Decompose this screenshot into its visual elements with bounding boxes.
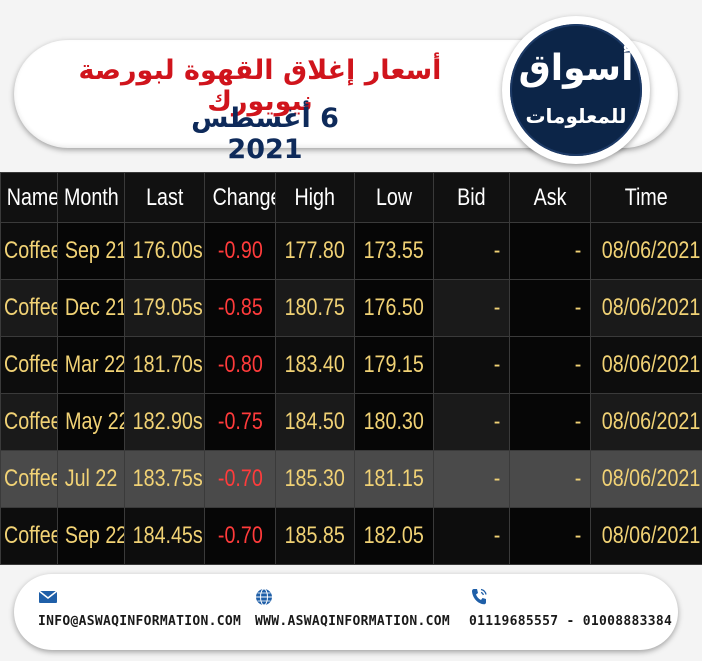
cell-time: 08/06/2021 xyxy=(590,393,702,451)
column-header-ask: Ask xyxy=(509,172,591,223)
cell-change: -0.90 xyxy=(204,222,276,280)
globe-icon xyxy=(256,588,272,606)
cell-last: 184.45s xyxy=(124,507,205,565)
price-table-panel: Name Month Last Change High Low Bid Ask … xyxy=(0,172,702,565)
table-row-highlighted: Coffee Jul 22 183.75s -0.70 185.30 181.1… xyxy=(0,450,702,508)
cell-time: 08/06/2021 xyxy=(590,450,702,508)
column-header-change: Change xyxy=(204,172,276,223)
cell-last: 182.90s xyxy=(124,393,205,451)
cell-time: 08/06/2021 xyxy=(590,279,702,337)
table-row: Coffee Sep 22 184.45s -0.70 185.85 182.0… xyxy=(0,507,702,565)
cell-bid: - xyxy=(433,393,510,451)
cell-high: 183.40 xyxy=(275,336,355,394)
cell-last: 176.00s xyxy=(124,222,205,280)
phone-numbers[interactable]: 01119685557 - 01008883384 xyxy=(469,614,673,629)
cell-ask: - xyxy=(509,279,591,337)
page-title: أسعار إغلاق القهوة لبورصة نيويورك xyxy=(78,55,442,117)
cell-high: 185.30 xyxy=(275,450,355,508)
cell-bid: - xyxy=(433,279,510,337)
cell-time: 08/06/2021 xyxy=(590,507,702,565)
cell-time: 08/06/2021 xyxy=(590,336,702,394)
cell-change: -0.75 xyxy=(204,393,276,451)
cell-change: -0.80 xyxy=(204,336,276,394)
logo-sub-text: للمعلومات xyxy=(525,104,627,128)
cell-ask: - xyxy=(509,336,591,394)
column-header-high: High xyxy=(275,172,355,223)
table-body: Coffee Sep 21 176.00s -0.90 177.80 173.5… xyxy=(0,222,702,565)
table-row: Coffee Dec 21 179.05s -0.85 180.75 176.5… xyxy=(0,279,702,337)
cell-low: 173.55 xyxy=(354,222,434,280)
column-header-name: Name xyxy=(0,172,58,223)
page-date: 6 أغسطس 2021 xyxy=(191,103,339,165)
cell-high: 185.85 xyxy=(275,507,355,565)
table-row: Coffee Mar 22 181.70s -0.80 183.40 179.1… xyxy=(0,336,702,394)
price-table: Name Month Last Change High Low Bid Ask … xyxy=(0,172,702,565)
cell-high: 180.75 xyxy=(275,279,355,337)
logo: أسواق للمعلومات xyxy=(510,24,642,156)
cell-bid: - xyxy=(433,222,510,280)
column-header-time: Time xyxy=(590,172,702,223)
cell-name: Coffee xyxy=(0,450,58,508)
table-row: Coffee May 22 182.90s -0.75 184.50 180.3… xyxy=(0,393,702,451)
cell-month: Dec 21 xyxy=(57,279,125,337)
phone-icon xyxy=(471,588,487,605)
cell-high: 177.80 xyxy=(275,222,355,280)
column-header-bid: Bid xyxy=(433,172,510,223)
cell-change: -0.85 xyxy=(204,279,276,337)
cell-ask: - xyxy=(509,222,591,280)
table-row: Coffee Sep 21 176.00s -0.90 177.80 173.5… xyxy=(0,222,702,280)
cell-ask: - xyxy=(509,450,591,508)
cell-month: May 22 xyxy=(57,393,125,451)
cell-month: Sep 21 xyxy=(57,222,125,280)
website-link[interactable]: WWW.ASWAQINFORMATION.COM xyxy=(255,614,451,629)
column-header-month: Month xyxy=(57,172,125,223)
cell-high: 184.50 xyxy=(275,393,355,451)
cell-ask: - xyxy=(509,507,591,565)
cell-name: Coffee xyxy=(0,222,58,280)
cell-ask: - xyxy=(509,393,591,451)
cell-name: Coffee xyxy=(0,336,58,394)
cell-last: 181.70s xyxy=(124,336,205,394)
cell-bid: - xyxy=(433,507,510,565)
cell-last: 183.75s xyxy=(124,450,205,508)
table-header-row: Name Month Last Change High Low Bid Ask … xyxy=(0,172,702,223)
column-header-low: Low xyxy=(354,172,434,223)
cell-low: 176.50 xyxy=(354,279,434,337)
logo-main-text: أسواق xyxy=(518,48,634,89)
cell-bid: - xyxy=(433,450,510,508)
cell-name: Coffee xyxy=(0,507,58,565)
cell-last: 179.05s xyxy=(124,279,205,337)
cell-month: Mar 22 xyxy=(57,336,125,394)
cell-change: -0.70 xyxy=(204,507,276,565)
cell-low: 180.30 xyxy=(354,393,434,451)
cell-low: 179.15 xyxy=(354,336,434,394)
column-header-last: Last xyxy=(124,172,205,223)
footer-contact-bar xyxy=(14,574,678,650)
cell-low: 181.15 xyxy=(354,450,434,508)
cell-time: 08/06/2021 xyxy=(590,222,702,280)
cell-bid: - xyxy=(433,336,510,394)
cell-low: 182.05 xyxy=(354,507,434,565)
email-address[interactable]: INFO@ASWAQINFORMATION.COM xyxy=(38,614,242,629)
cell-month: Sep 22 xyxy=(57,507,125,565)
cell-name: Coffee xyxy=(0,279,58,337)
cell-change: -0.70 xyxy=(204,450,276,508)
cell-name: Coffee xyxy=(0,393,58,451)
cell-month: Jul 22 xyxy=(57,450,125,508)
envelope-icon xyxy=(38,590,58,603)
